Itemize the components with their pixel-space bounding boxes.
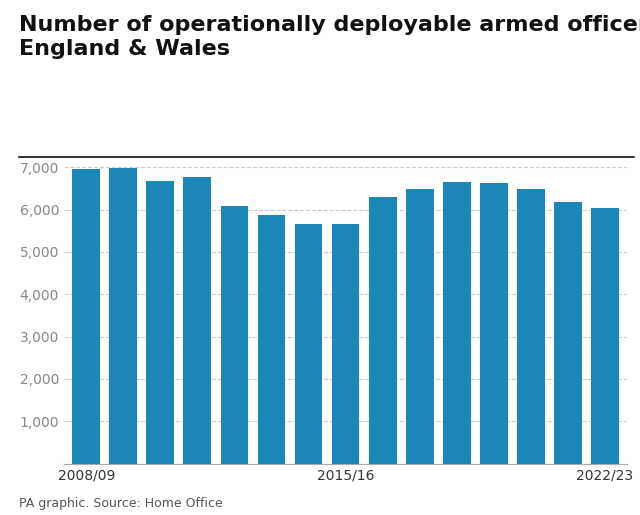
- Bar: [221, 206, 248, 464]
- Bar: [406, 190, 434, 464]
- Bar: [72, 169, 100, 464]
- Bar: [332, 225, 360, 464]
- Bar: [184, 177, 211, 464]
- Bar: [480, 183, 508, 464]
- Bar: [294, 225, 323, 464]
- Bar: [554, 202, 582, 464]
- Bar: [258, 215, 285, 464]
- Bar: [443, 182, 470, 464]
- Text: PA graphic. Source: Home Office: PA graphic. Source: Home Office: [19, 497, 223, 510]
- Text: Number of operationally deployable armed officers,
England & Wales: Number of operationally deployable armed…: [19, 15, 640, 59]
- Bar: [369, 197, 397, 464]
- Bar: [147, 181, 174, 464]
- Bar: [109, 168, 137, 464]
- Bar: [517, 189, 545, 464]
- Bar: [591, 208, 619, 464]
